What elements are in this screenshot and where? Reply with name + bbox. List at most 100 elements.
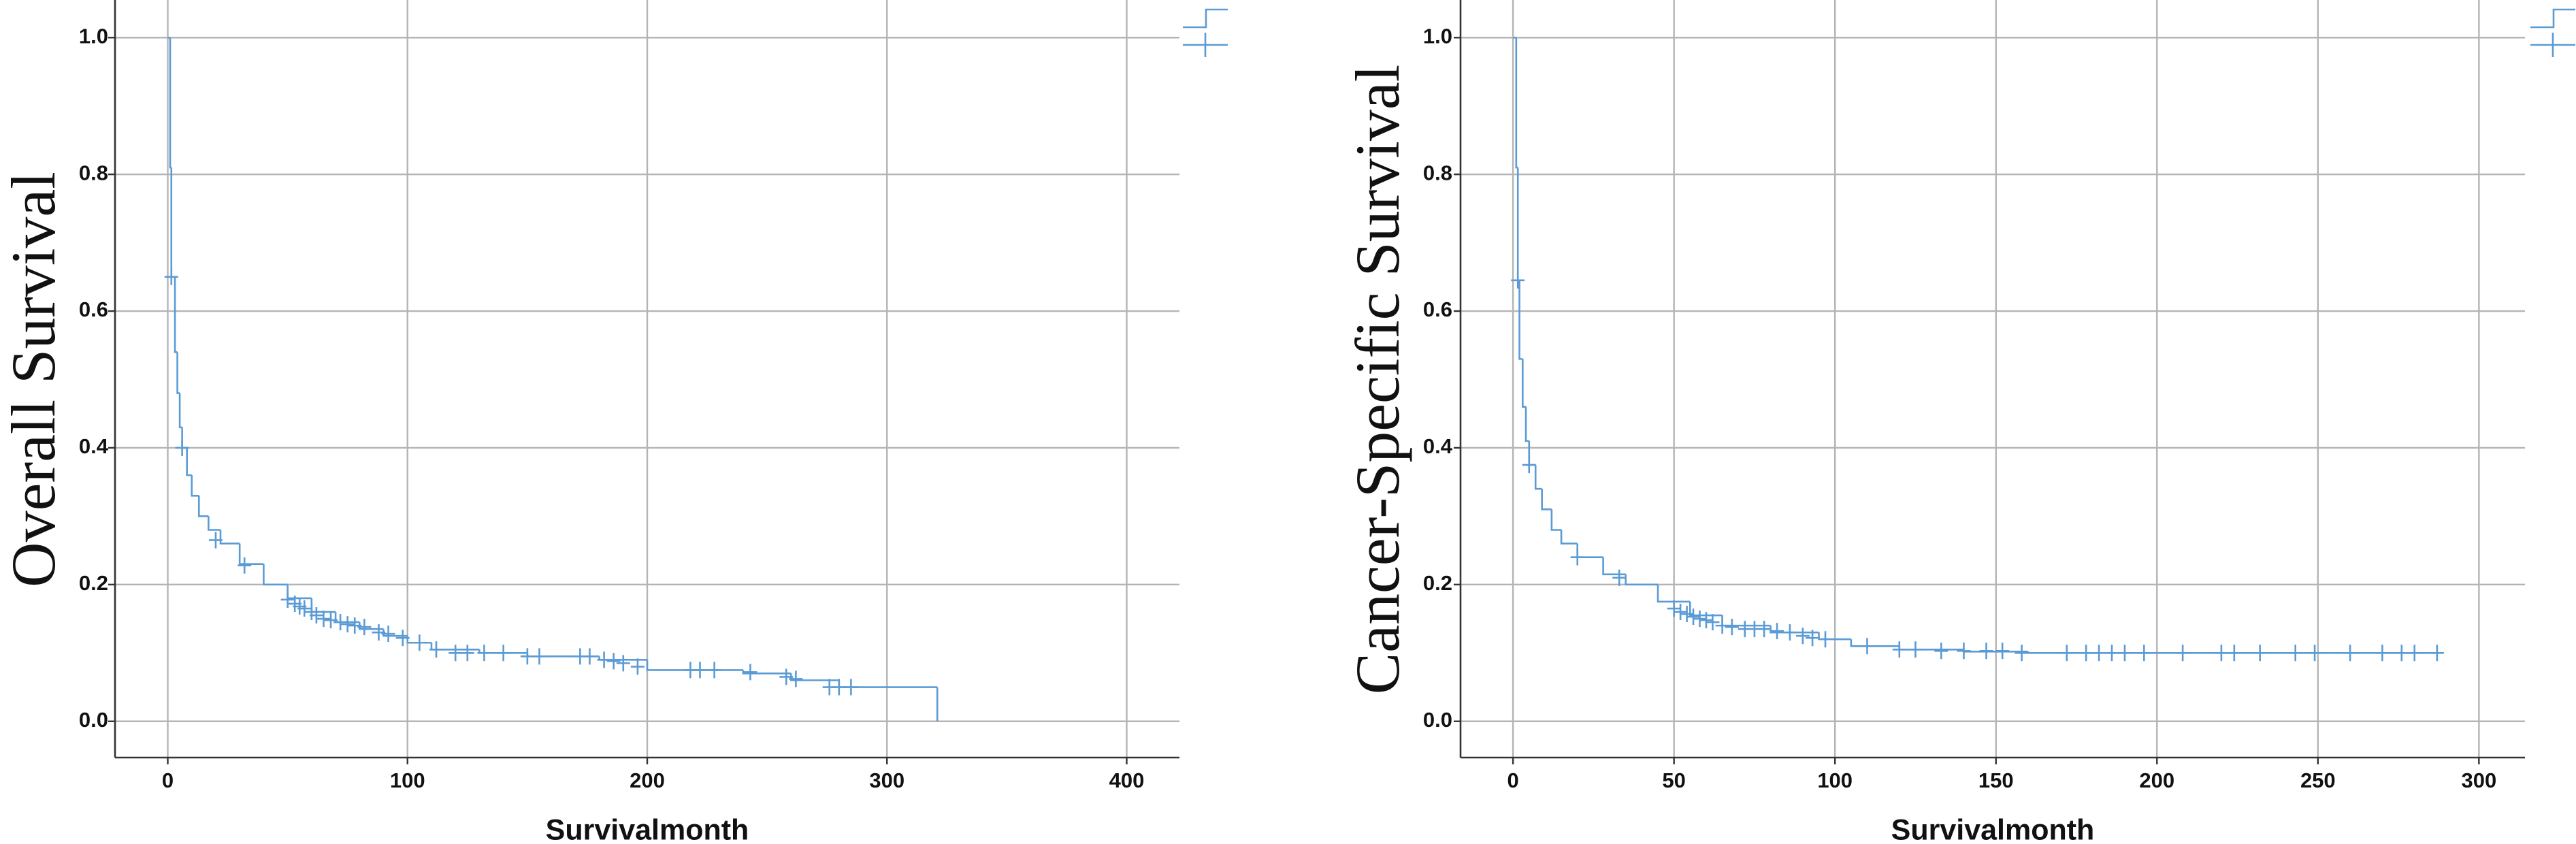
censor-mark bbox=[1686, 608, 1701, 626]
survival-step bbox=[646, 660, 743, 671]
survival-step bbox=[1515, 37, 1518, 169]
censor-mark bbox=[1706, 614, 1720, 631]
survival-step bbox=[790, 673, 839, 681]
censor-mark bbox=[844, 679, 858, 696]
censor-mark bbox=[1806, 630, 1820, 647]
censor-mark bbox=[395, 630, 410, 647]
censor-mark bbox=[2394, 645, 2409, 662]
survival-step bbox=[238, 543, 264, 566]
censor-mark bbox=[333, 614, 348, 631]
survival-step bbox=[1528, 440, 1536, 466]
survival-step bbox=[1516, 167, 1520, 282]
survival-step bbox=[310, 598, 336, 613]
censor-mark bbox=[616, 655, 630, 672]
y-tick-label: 0.2 bbox=[1423, 571, 1452, 595]
censor-mark bbox=[164, 268, 178, 285]
y-tick-label: 0.6 bbox=[1423, 297, 1452, 321]
censor-mark bbox=[324, 612, 338, 629]
censor-mark bbox=[238, 557, 252, 574]
censor-mark bbox=[2430, 645, 2444, 662]
survival-step bbox=[1541, 489, 1552, 510]
y-tick-label: 1.0 bbox=[1423, 24, 1452, 48]
y-tick-label: 1.0 bbox=[79, 24, 108, 48]
survival-step bbox=[191, 475, 199, 497]
censor-mark bbox=[309, 607, 323, 624]
survival-step bbox=[1550, 509, 1562, 531]
censor-mark bbox=[832, 679, 846, 696]
censor-mark bbox=[693, 662, 707, 679]
censor-mark bbox=[449, 645, 463, 662]
censor-mark bbox=[2214, 645, 2228, 662]
censor-mark bbox=[297, 600, 312, 617]
censor-mark bbox=[2176, 645, 2190, 662]
censor-mark bbox=[1725, 619, 1739, 636]
censor-mark bbox=[1612, 569, 1627, 586]
survival-step bbox=[178, 393, 182, 429]
x-tick-label: 150 bbox=[1978, 768, 2014, 792]
survival-step bbox=[208, 516, 221, 531]
y-tick-label: 0.6 bbox=[79, 297, 108, 321]
censor-mark bbox=[597, 651, 611, 668]
censor-mark bbox=[2227, 645, 2241, 662]
censor-mark bbox=[1860, 638, 1874, 655]
censor-mark bbox=[429, 641, 444, 658]
x-tick-label: 200 bbox=[2139, 768, 2174, 792]
censor-mark bbox=[1995, 643, 2010, 660]
censor-mark bbox=[2105, 645, 2119, 662]
censor-mark bbox=[2407, 645, 2422, 662]
survival-step bbox=[169, 37, 172, 169]
survival-step bbox=[742, 670, 792, 675]
censor-mark bbox=[372, 624, 386, 641]
y-axis-title: Cancer-Specific Survival bbox=[1343, 65, 1412, 694]
censor-mark bbox=[1699, 612, 1713, 629]
censor-mark bbox=[316, 611, 331, 628]
y-tick-label: 0.8 bbox=[1423, 161, 1452, 184]
censor-mark bbox=[357, 619, 372, 636]
censor-mark bbox=[583, 648, 597, 665]
censor-mark bbox=[1957, 643, 1971, 660]
x-tick-label: 100 bbox=[390, 768, 425, 792]
x-tick-label: 0 bbox=[162, 768, 174, 792]
censor-mark bbox=[1715, 617, 1729, 634]
survival-step bbox=[176, 352, 180, 394]
legend-censor bbox=[1183, 33, 1228, 57]
censor-mark bbox=[460, 645, 474, 662]
survival-step bbox=[358, 622, 384, 630]
censor-mark bbox=[2092, 645, 2106, 662]
censor-mark bbox=[520, 648, 534, 665]
survival-step bbox=[1534, 465, 1542, 490]
legend-step bbox=[2530, 8, 2575, 29]
censor-mark bbox=[280, 591, 295, 608]
survival-step bbox=[838, 680, 938, 688]
x-tick-label: 200 bbox=[630, 768, 665, 792]
x-tick-label: 100 bbox=[1817, 768, 1853, 792]
censor-mark bbox=[1674, 604, 1688, 621]
censor-mark bbox=[630, 658, 645, 675]
x-axis-title: Survivalmonth bbox=[1891, 813, 2095, 844]
censor-mark bbox=[1511, 272, 1525, 289]
censor-mark bbox=[340, 616, 355, 633]
censor-mark bbox=[208, 532, 223, 549]
censor-mark bbox=[496, 645, 510, 662]
censor-mark bbox=[348, 617, 362, 634]
x-axis-title: Survivalmonth bbox=[546, 813, 749, 844]
survival-step bbox=[170, 167, 176, 278]
survival-step bbox=[1525, 406, 1529, 442]
censor-mark bbox=[2079, 645, 2093, 662]
censor-mark bbox=[2015, 645, 2029, 662]
censor-mark bbox=[743, 664, 757, 681]
survival-step bbox=[174, 276, 178, 353]
censor-mark bbox=[1770, 623, 1784, 640]
survival-step bbox=[1522, 359, 1527, 408]
censor-mark bbox=[1819, 631, 1832, 648]
censor-mark bbox=[1795, 628, 1810, 645]
survival-step bbox=[1850, 639, 1900, 647]
censor-mark bbox=[1570, 549, 1584, 566]
survival-step bbox=[287, 584, 312, 600]
censor-mark bbox=[1757, 621, 1772, 638]
censor-mark bbox=[606, 653, 621, 670]
survival-step bbox=[382, 629, 408, 637]
y-tick-label: 0.4 bbox=[79, 434, 109, 458]
x-tick-label: 50 bbox=[1662, 768, 1685, 792]
censor-mark bbox=[1908, 641, 1923, 658]
